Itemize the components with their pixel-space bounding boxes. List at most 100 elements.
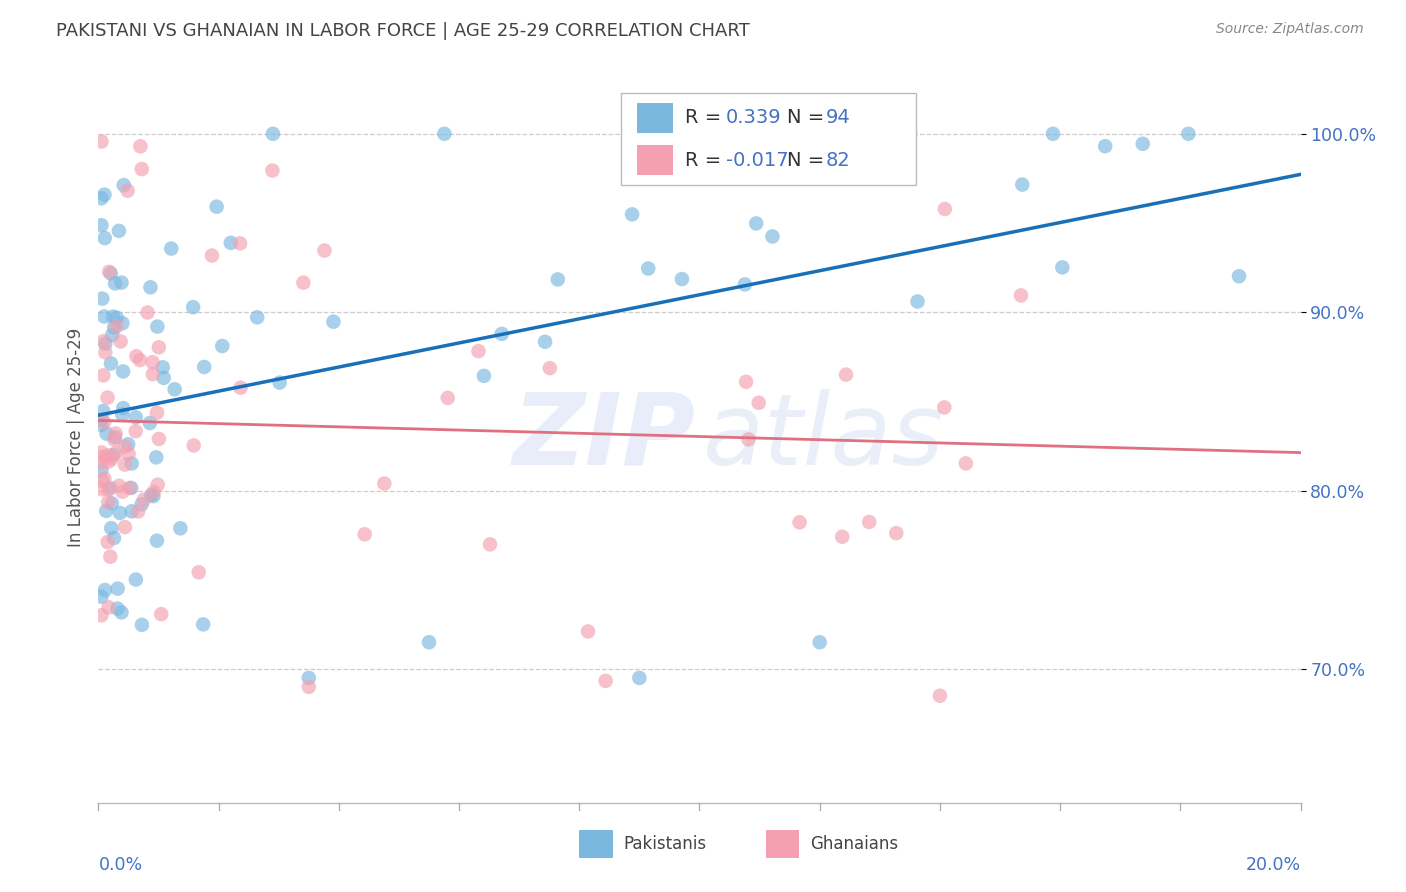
Point	[91, 474, 114, 488]
Point	[538, 361, 561, 376]
Point	[710, 170, 733, 185]
Point	[141, 355, 163, 369]
Bar	[579, 830, 613, 858]
Point	[101, 496, 124, 510]
Point	[353, 527, 375, 541]
Point	[187, 566, 209, 580]
Point	[934, 202, 956, 216]
Point	[117, 447, 139, 461]
Point	[735, 375, 758, 389]
Text: ZIP: ZIP	[513, 389, 696, 485]
Point	[761, 229, 783, 244]
Text: 82: 82	[825, 151, 851, 169]
Point	[136, 305, 159, 319]
Point	[90, 191, 112, 205]
Point	[91, 404, 114, 418]
Point	[246, 310, 269, 325]
Point	[90, 445, 112, 459]
Point	[671, 272, 693, 286]
Point	[1227, 269, 1250, 284]
Point	[93, 187, 115, 202]
Point	[934, 401, 956, 415]
Point	[637, 261, 659, 276]
Point	[219, 235, 242, 250]
Point	[211, 339, 233, 353]
Point	[125, 410, 148, 425]
Point	[160, 242, 183, 256]
Point	[1042, 127, 1064, 141]
Point	[699, 127, 721, 141]
Point	[129, 353, 152, 368]
Point	[107, 582, 129, 596]
Point	[103, 448, 125, 462]
Point	[808, 635, 831, 649]
Point	[94, 336, 117, 351]
Point	[114, 458, 136, 472]
Point	[262, 127, 284, 141]
Point	[90, 218, 112, 232]
Point	[193, 617, 215, 632]
Point	[142, 485, 165, 500]
Point	[467, 344, 489, 359]
Point	[125, 349, 148, 363]
FancyBboxPatch shape	[621, 94, 915, 185]
Point	[96, 504, 118, 518]
Point	[141, 488, 163, 502]
Point	[94, 345, 117, 359]
Point	[1010, 288, 1032, 302]
Point	[433, 127, 456, 141]
Point	[127, 504, 149, 518]
Point	[205, 200, 228, 214]
Point	[104, 426, 127, 441]
Point	[97, 600, 120, 615]
Point	[1177, 127, 1199, 141]
Point	[97, 455, 120, 469]
Point	[929, 689, 952, 703]
Point	[737, 433, 759, 447]
Point	[98, 481, 121, 495]
Point	[139, 416, 162, 430]
Point	[146, 533, 169, 548]
Point	[94, 582, 117, 597]
Text: PAKISTANI VS GHANAIAN IN LABOR FORCE | AGE 25-29 CORRELATION CHART: PAKISTANI VS GHANAIAN IN LABOR FORCE | A…	[56, 22, 749, 40]
Point	[97, 449, 120, 463]
Point	[142, 489, 165, 503]
Point	[114, 520, 136, 534]
Point	[491, 326, 513, 341]
Point	[98, 549, 121, 564]
Point	[124, 424, 146, 438]
Point	[101, 451, 124, 466]
Point	[595, 673, 617, 688]
Point	[262, 163, 284, 178]
Point	[90, 135, 112, 149]
Point	[132, 492, 155, 507]
Point	[97, 495, 120, 509]
Point	[121, 457, 143, 471]
Point	[101, 327, 124, 342]
Point	[97, 535, 120, 549]
Point	[90, 608, 112, 623]
Point	[98, 265, 121, 279]
Point	[181, 300, 204, 314]
Point	[90, 417, 112, 432]
Point	[148, 432, 170, 446]
Text: -0.017: -0.017	[725, 151, 789, 169]
Point	[112, 401, 135, 415]
Point	[314, 244, 336, 258]
Point	[91, 292, 114, 306]
Point	[110, 334, 132, 349]
Point	[146, 319, 169, 334]
Point	[621, 207, 644, 221]
Point	[117, 437, 139, 451]
Point	[117, 184, 139, 198]
Point	[169, 521, 191, 535]
Point	[298, 680, 321, 694]
Point	[97, 483, 120, 497]
Point	[131, 162, 153, 177]
Point	[90, 482, 112, 496]
Point	[101, 310, 124, 324]
Point	[576, 624, 599, 639]
Point	[112, 178, 135, 193]
Point	[201, 248, 224, 262]
Point	[860, 127, 883, 141]
